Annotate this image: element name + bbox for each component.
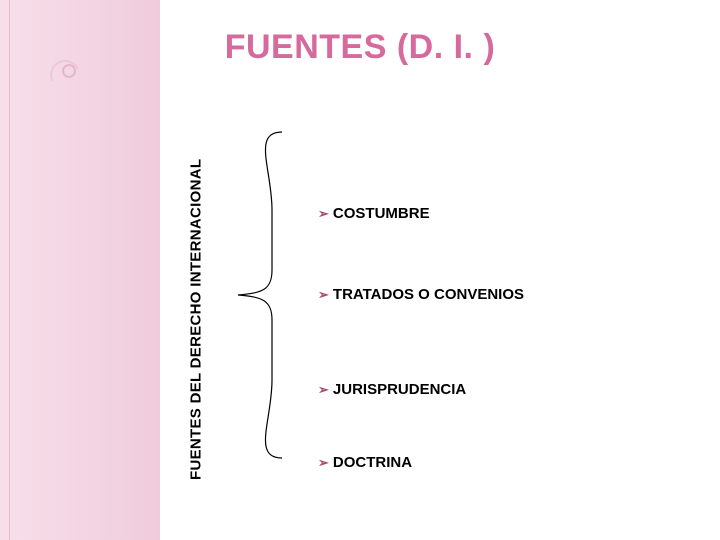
bullet-icon: ➢ [318,456,329,469]
bullet-icon: ➢ [318,383,329,396]
list-item: ➢ COSTUMBRE [318,205,678,222]
brace-path [238,132,282,458]
bullet-icon: ➢ [318,288,329,301]
page-title: FUENTES (D. I. ) [0,28,720,67]
list-item-label: COSTUMBRE [333,205,430,222]
slide: FUENTES (D. I. ) FUENTES DEL DERECHO INT… [0,0,720,540]
brace-icon [232,130,284,460]
items-list: ➢COSTUMBRE➢ TRATADOS O CONVENIOS➢ JURISP… [318,205,678,471]
list-item: ➢ JURISPRUDENCIA [318,381,678,398]
left-decor-line [9,0,10,540]
list-item: ➢ TRATADOS O CONVENIOS [318,286,678,303]
left-decor-panel [0,0,160,540]
vertical-axis-label: FUENTES DEL DERECHO INTERNACIONAL [188,159,205,480]
list-item: ➢ DOCTRINA [318,454,678,471]
bullet-icon: ➢ [318,207,329,220]
list-item-label: DOCTRINA [333,454,412,471]
list-item-label: TRATADOS O CONVENIOS [333,286,524,303]
list-item-label: JURISPRUDENCIA [333,381,466,398]
